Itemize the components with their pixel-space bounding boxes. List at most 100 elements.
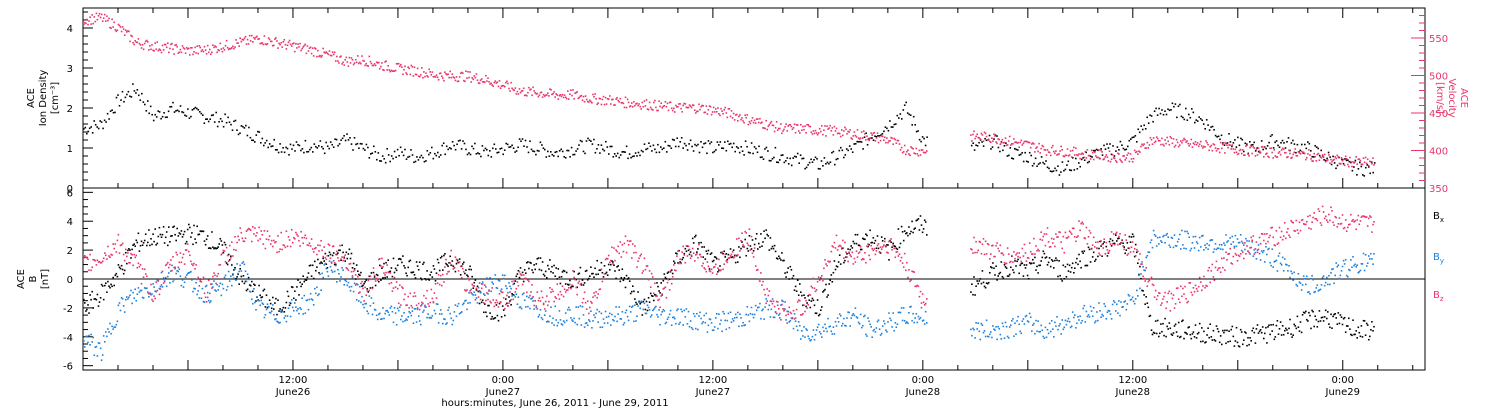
bx-point (1165, 335, 1167, 338)
density-point (292, 144, 295, 147)
by-point (1301, 284, 1304, 286)
density-point (387, 154, 390, 156)
by-point (1290, 270, 1292, 273)
velocity-point (573, 98, 575, 100)
by-point (1108, 310, 1111, 312)
by-point (465, 299, 467, 302)
velocity-point (648, 101, 651, 104)
bx-point (525, 272, 527, 274)
velocity-point (638, 103, 640, 105)
density-point (390, 155, 393, 157)
bz-point (306, 244, 309, 246)
bx-point (542, 273, 545, 276)
density-point (102, 127, 104, 130)
velocity-point (1169, 135, 1172, 138)
bz-point (186, 243, 189, 245)
velocity-point (138, 42, 141, 45)
bz-point (363, 300, 365, 302)
density-point (734, 150, 736, 153)
density-point (657, 143, 659, 146)
by-point (1155, 245, 1158, 247)
by-point (784, 301, 786, 303)
bx-point (1338, 322, 1341, 325)
bx-point (793, 289, 796, 291)
by-point (1240, 249, 1243, 252)
velocity-point (841, 129, 843, 131)
by-point (382, 307, 384, 309)
velocity-point (896, 139, 899, 142)
by-point (799, 324, 801, 327)
by-point (1044, 326, 1047, 329)
by-point (327, 275, 330, 277)
bz-point (373, 274, 376, 277)
bx-point (1007, 275, 1010, 277)
bz-point (443, 281, 445, 283)
by-point (207, 299, 210, 302)
bx-point (1322, 320, 1325, 322)
bx-point (755, 233, 758, 235)
by-point (750, 306, 753, 309)
velocity-point (584, 95, 587, 97)
velocity-point (1361, 163, 1364, 166)
density-point (1256, 147, 1258, 149)
velocity-point (695, 112, 697, 114)
velocity-point (1090, 149, 1093, 152)
bx-point (1348, 317, 1350, 320)
velocity-point (214, 45, 216, 47)
density-point (704, 142, 707, 144)
density-point (1356, 174, 1358, 176)
velocity-point (780, 123, 782, 125)
velocity-point (816, 133, 819, 136)
density-point (618, 156, 620, 159)
velocity-point (583, 100, 586, 103)
bx-point (1198, 322, 1201, 325)
bz-point (293, 237, 295, 239)
by-point (397, 309, 400, 312)
velocity-point (689, 105, 692, 107)
density-point (1042, 161, 1044, 164)
velocity-point (1345, 158, 1348, 160)
by-point (718, 313, 720, 315)
velocity-point (1129, 153, 1132, 155)
density-point (1314, 145, 1316, 147)
velocity-point (842, 134, 844, 137)
density-point (1280, 142, 1282, 144)
velocity-point (1027, 141, 1030, 144)
bx-point (642, 300, 645, 303)
velocity-point (236, 42, 238, 44)
velocity-point (483, 81, 485, 83)
by-point (790, 317, 793, 320)
velocity-point (104, 13, 106, 16)
bx-point (497, 319, 500, 322)
density-point (1092, 149, 1095, 152)
density-point (1060, 171, 1062, 173)
velocity-point (908, 153, 910, 155)
density-point (686, 149, 689, 151)
by-point (747, 314, 750, 316)
by-point (580, 324, 583, 326)
density-point (509, 146, 512, 148)
bz-point (84, 255, 86, 257)
density-point (475, 153, 478, 155)
velocity-point (90, 23, 92, 25)
density-point (853, 143, 855, 145)
bz-point (366, 290, 368, 292)
bz-point (470, 292, 472, 294)
bx-point (1155, 332, 1158, 335)
bx-point (687, 249, 690, 252)
by-point (161, 286, 164, 288)
bx-point (1218, 341, 1221, 344)
velocity-point (235, 39, 237, 41)
density-point (185, 115, 188, 117)
by-point (232, 273, 234, 275)
bx-point (444, 253, 446, 255)
bx-point (215, 247, 217, 250)
bx-point (471, 275, 473, 278)
bx-point (903, 230, 906, 232)
density-point (1131, 136, 1134, 139)
bz-point (204, 296, 207, 299)
density-point (1268, 141, 1270, 144)
by-point (448, 306, 450, 309)
velocity-point (302, 46, 304, 48)
bz-point (454, 256, 457, 258)
